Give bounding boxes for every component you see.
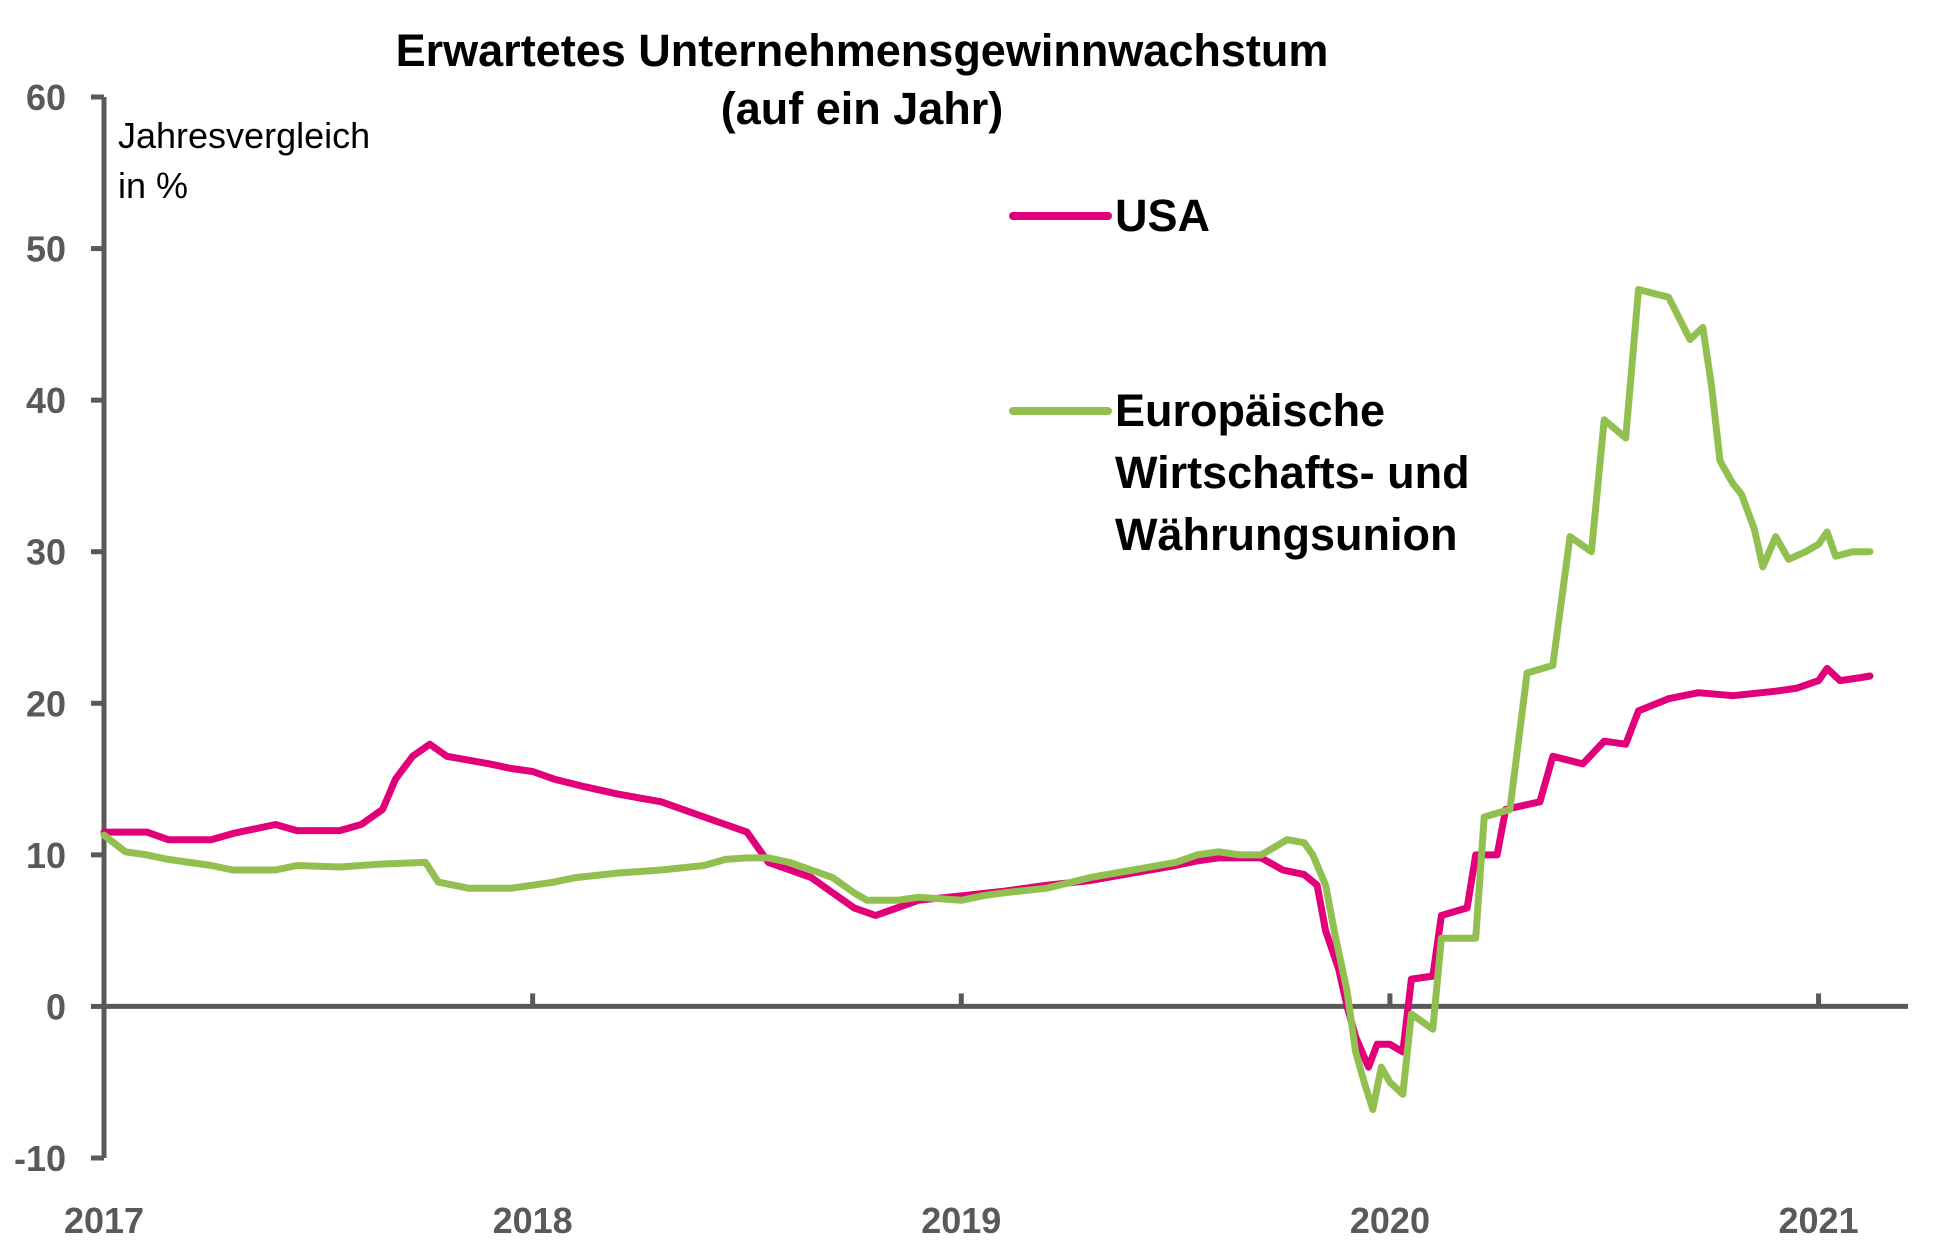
series-layer xyxy=(100,286,1874,1113)
x-tick-label: 2020 xyxy=(1350,1200,1430,1241)
y-axis-label-line-2: in % xyxy=(118,165,188,206)
y-tick-label: 0 xyxy=(46,986,66,1027)
x-tick-label: 2018 xyxy=(493,1200,573,1241)
y-tick-label: 60 xyxy=(26,77,66,118)
y-tick-label: 30 xyxy=(26,532,66,573)
x-tick-label: 2021 xyxy=(1779,1200,1859,1241)
x-tick-label: 2017 xyxy=(64,1200,144,1241)
y-tick-label: 40 xyxy=(26,380,66,421)
axes: 60 50 40 30 20 10 0 -10 2017 2018 2019 2020 2021 xyxy=(14,77,1908,1241)
y-tick-label: 20 xyxy=(26,683,66,724)
legend-label-ewwu: Europäische Wirtschafts- und Währungsunion xyxy=(1115,385,1470,560)
x-tick-label: 2019 xyxy=(921,1200,1001,1241)
chart-title-line-1: Erwartetes Unternehmensgewinnwachstum xyxy=(396,25,1329,76)
chart-title-line-2: (auf ein Jahr) xyxy=(721,83,1004,134)
y-axis-label-line-1: Jahresvergleich xyxy=(118,115,370,156)
legend-label-usa: USA xyxy=(1115,190,1210,241)
y-tick-label: 10 xyxy=(26,835,66,876)
legend: USA Europäische Wirtschafts- und Währungsun… xyxy=(1009,190,1470,560)
y-tick-label: -10 xyxy=(14,1138,66,1179)
series-line-ewwu xyxy=(100,286,1874,1113)
y-tick-label: 50 xyxy=(26,229,66,270)
